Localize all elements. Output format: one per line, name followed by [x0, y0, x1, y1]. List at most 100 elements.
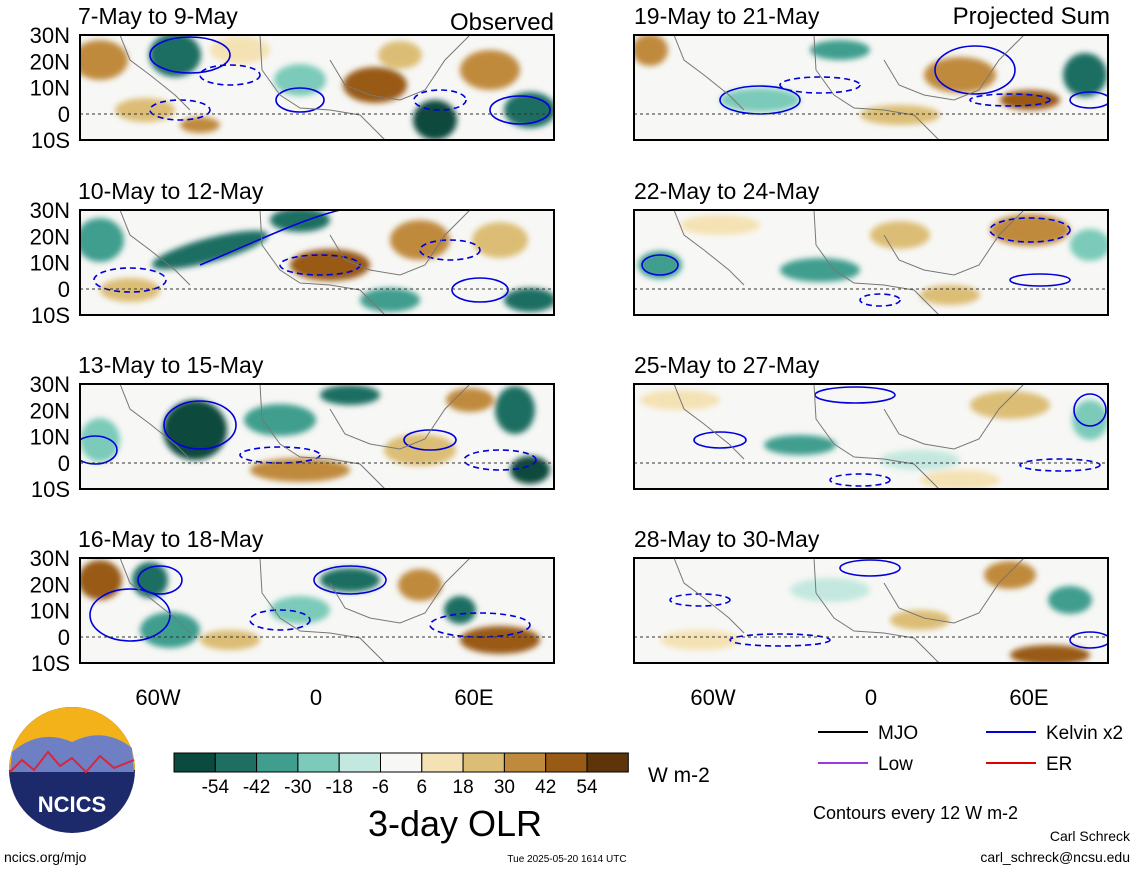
lon-tick-label: 0 [865, 685, 877, 710]
lat-tick-label: 20N [30, 49, 70, 74]
lat-tick-label: 30N [30, 23, 70, 48]
colorbar-tick-label: 30 [494, 777, 515, 798]
lon-tick-label: 60W [135, 685, 180, 710]
olr-shading [80, 385, 550, 484]
colorbar-swatch [586, 752, 629, 773]
lon-tick-label: 60E [454, 685, 493, 710]
coastlines [119, 210, 471, 315]
lon-tick-label: 60W [690, 685, 735, 710]
coastlines [673, 35, 1025, 140]
colorbar-tick-label: 6 [417, 777, 428, 798]
legend-label: ER [1046, 754, 1072, 775]
lat-tick-label: 0 [58, 277, 70, 302]
colorbar-swatch [462, 752, 505, 773]
lat-tick-label: 20N [30, 224, 70, 249]
colorbar-tick-label: 42 [535, 777, 556, 798]
colorbar-title: 3-day OLR [368, 803, 542, 844]
panel-period-label: 25-May to 27-May [634, 352, 820, 378]
colorbar: -54 -42 -30 -18 -6 6 18 30 42 54 W m-2 3-day OLR [173, 752, 710, 844]
legend-label: MJO [878, 723, 918, 744]
colorbar-unit: W m-2 [648, 764, 710, 787]
footer: ncics.org/mjo Tue 2025-05-20 1614 UTC Ca… [4, 828, 1131, 865]
map-panel: 13-May to 15-May [78, 352, 555, 490]
lon-tick-label: 0 [310, 685, 322, 710]
olr-shading [660, 561, 1092, 663]
panel-period-label: 13-May to 15-May [78, 352, 264, 378]
colorbar-swatch [545, 752, 588, 773]
lat-tick-label: 10N [30, 599, 70, 624]
lat-tick-label: 10S [31, 128, 70, 153]
olr-shading [80, 560, 540, 654]
lon-tick-label: 60E [1009, 685, 1048, 710]
colorbar-tick-label: -6 [372, 777, 389, 798]
observed-label: Observed [450, 9, 554, 36]
colorbar-tick-label: -42 [243, 777, 270, 798]
kelvin-contours [693, 386, 1107, 487]
coastlines [673, 384, 1025, 489]
colorbar-tick-label: 54 [576, 777, 598, 798]
panel-period-label: 10-May to 12-May [78, 178, 264, 204]
footer-author: Carl Schreck [1050, 828, 1131, 844]
map-panel: 16-May to 18-May [78, 526, 555, 664]
map-panel: 28-May to 30-May [633, 526, 1109, 664]
lat-tick-label: 30N [30, 198, 70, 223]
olr-shading [638, 214, 1108, 305]
lat-tick-label: 10N [30, 425, 70, 450]
observed-column: Observed 7-May to 9-May [78, 3, 555, 664]
coastlines [673, 210, 1025, 315]
lat-tick-label: 30N [30, 372, 70, 397]
projected-column: Projected Sum 19-May to 21-May [633, 3, 1110, 664]
map-panel: 7-May to 9-May [78, 3, 555, 141]
colorbar-swatch [256, 752, 299, 773]
colorbar-tick-label: -54 [202, 777, 230, 798]
panel-period-label: 22-May to 24-May [634, 178, 820, 204]
lat-tick-label: 10N [30, 251, 70, 276]
projected-label: Projected Sum [953, 3, 1110, 30]
lat-tick-label: 20N [30, 572, 70, 597]
lat-tick-label: 0 [58, 102, 70, 127]
ncics-logo: NCICS [9, 707, 135, 833]
kelvin-contours [641, 217, 1071, 307]
coastlines [119, 384, 471, 489]
lat-tick-label: 10S [31, 651, 70, 676]
colorbar-swatch [380, 752, 423, 773]
olr-shading [640, 390, 1108, 489]
map-panel: 22-May to 24-May [633, 178, 1109, 316]
map-panel: 10-May to 12-May [78, 178, 555, 316]
longitude-axis-labels: 60W 0 60E 60W 0 60E [135, 685, 1048, 710]
footer-timestamp: Tue 2025-05-20 1614 UTC [507, 854, 626, 865]
colorbar-tick-label: -30 [284, 777, 311, 798]
colorbar-swatch [214, 752, 258, 773]
lat-tick-label: 0 [58, 451, 70, 476]
coastlines [119, 558, 471, 663]
footer-url: ncics.org/mjo [4, 849, 87, 865]
kelvin-contours [80, 400, 537, 471]
map-panel: 19-May to 21-May [633, 3, 1109, 141]
colorbar-swatch [173, 752, 216, 773]
panel-period-label: 28-May to 30-May [634, 526, 820, 552]
lat-tick-label: 10S [31, 477, 70, 502]
lat-tick-label: 20N [30, 398, 70, 423]
lat-tick-label: 30N [30, 546, 70, 571]
coastlines [119, 35, 471, 140]
legend-label: Low [878, 754, 913, 775]
colorbar-swatch [421, 752, 464, 773]
lat-tick-label: 10S [31, 303, 70, 328]
kelvin-contours [719, 45, 1108, 115]
colorbar-swatch [297, 752, 340, 773]
panel-period-label: 7-May to 9-May [78, 3, 238, 29]
kelvin-contours [669, 559, 1108, 649]
olr-shading [80, 210, 554, 312]
lat-tick-label: 10N [30, 76, 70, 101]
panel-period-label: 19-May to 21-May [634, 3, 820, 29]
latitude-axis-labels: 30N20N10N010S30N20N10N010S30N20N10N010S3… [30, 23, 70, 676]
colorbar-swatch [503, 752, 547, 773]
coastlines [673, 558, 1025, 663]
map-panel: 25-May to 27-May [633, 352, 1109, 490]
kelvin-contours [93, 210, 509, 303]
legend-label: Kelvin x2 [1046, 723, 1123, 744]
footer-email: carl_schreck@ncsu.edu [980, 849, 1130, 865]
kelvin-contours [89, 565, 531, 642]
colorbar-swatch [338, 752, 382, 773]
